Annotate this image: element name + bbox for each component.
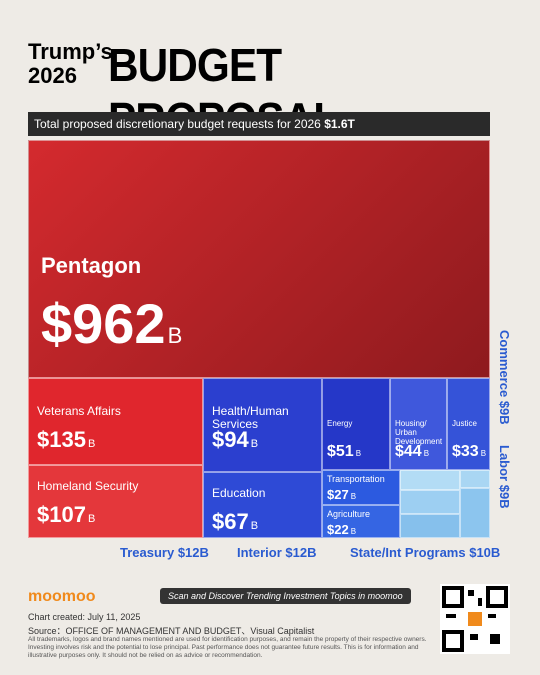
value-row: $94 B <box>212 427 258 453</box>
category-label: Labor <box>497 445 512 482</box>
category-label: Housing/ Urban Development <box>395 419 443 446</box>
value-label: $135 <box>37 427 86 452</box>
category-label: Transportation <box>327 474 385 484</box>
subtitle-bar: Total proposed discretionary budget requ… <box>28 112 490 136</box>
treemap-cell: Pentagon $962B <box>28 140 490 378</box>
category-label: Homeland Security <box>37 479 139 493</box>
treemap-cell: Justice $33 B <box>447 378 490 470</box>
treemap-cell: Housing/ Urban Development $44 B <box>390 378 447 470</box>
external-label: State/Int Programs $10B <box>350 545 500 560</box>
subtitle: Total proposed discretionary budget requ… <box>34 117 321 131</box>
treemap-cell: Transportation $27 B <box>322 470 400 505</box>
treemap-cell <box>400 490 460 514</box>
value-row: $962B <box>41 291 182 356</box>
unit-label: B <box>350 527 357 536</box>
external-label: Treasury $12B <box>120 545 209 560</box>
category-label: Interior <box>237 545 282 560</box>
external-label: Commerce $9B <box>497 330 512 425</box>
disclaimer: All trademarks, logos and brand names me… <box>28 636 427 659</box>
treemap-cell: Health/Human Services $94 B <box>203 378 322 472</box>
value-label: $51 <box>327 443 354 460</box>
title-small: Trump’s 2026 <box>28 39 113 88</box>
treemap-cell <box>460 470 490 488</box>
category-label: Pentagon <box>41 253 142 278</box>
unit-label: B <box>480 449 487 458</box>
category-label: Treasury <box>120 545 175 560</box>
treemap-cell: Veterans Affairs $135 B <box>28 378 203 465</box>
value-label: $10 <box>469 545 491 560</box>
slogan: Scan and Discover Trending Investment To… <box>160 588 411 604</box>
value-row: $27 B <box>327 487 356 502</box>
value-label: $22 <box>327 522 349 537</box>
category-label: Agriculture <box>327 509 371 519</box>
brand: moomoo <box>28 588 96 605</box>
treemap-cell: Education $67 B <box>203 472 322 538</box>
value-row: $44 B <box>395 443 429 461</box>
unit-label: B <box>490 545 501 560</box>
category-label: Commerce <box>497 330 512 398</box>
value-row: $107 B <box>37 502 95 528</box>
created: Chart created: July 11, 2025 <box>28 612 141 622</box>
value-row: $67 B <box>212 509 258 535</box>
category-label: State/Int Programs <box>350 545 466 560</box>
value-row: $135 B <box>37 427 95 453</box>
unit-label: B <box>307 545 317 560</box>
value-label: $27 <box>327 487 349 502</box>
category-label: Veterans Affairs <box>37 404 121 418</box>
value-label: $107 <box>37 502 86 527</box>
treemap-cell <box>460 488 490 538</box>
category-label: Education <box>212 486 266 500</box>
treemap-cell <box>400 514 460 538</box>
value-label: $12 <box>177 545 200 560</box>
value-label: $67 <box>212 509 249 534</box>
unit-label: B <box>497 415 512 425</box>
source: Source：OFFICE OF MANAGEMENT AND BUDGET、V… <box>28 626 315 636</box>
treemap-cell: Agriculture $22 B <box>322 505 400 538</box>
external-label: Labor $9B <box>497 445 512 509</box>
total: $1.6T <box>324 117 355 131</box>
unit-label: B <box>199 545 209 560</box>
unit-label: B <box>423 449 430 458</box>
category-label: Health/Human Services <box>212 404 289 431</box>
treemap-cell: Homeland Security $107 B <box>28 465 203 538</box>
value-label: $962 <box>41 292 166 355</box>
unit-label: B <box>167 323 183 348</box>
external-label: Interior $12B <box>237 545 317 560</box>
value-label: $44 <box>395 443 422 460</box>
value-row: $51 B <box>327 443 361 461</box>
value-label: $9 <box>497 484 512 500</box>
treemap-cell: Energy $51 B <box>322 378 390 470</box>
value-label: $94 <box>212 427 249 452</box>
unit-label: B <box>497 499 512 509</box>
unit-label: B <box>250 520 259 532</box>
unit-label: B <box>87 513 96 525</box>
unit-label: B <box>355 449 362 458</box>
unit-label: B <box>87 438 96 450</box>
treemap-cell <box>400 470 460 490</box>
value-label: $9 <box>497 400 512 416</box>
qr-code <box>440 584 510 654</box>
category-label: Energy <box>327 419 353 428</box>
unit-label: B <box>250 438 259 450</box>
value-row: $33 B <box>452 443 486 461</box>
value-row: $22 B <box>327 522 356 537</box>
value-label: $33 <box>452 443 479 460</box>
unit-label: B <box>350 492 357 501</box>
category-label: Justice <box>452 419 477 428</box>
value-label: $12 <box>285 545 308 560</box>
